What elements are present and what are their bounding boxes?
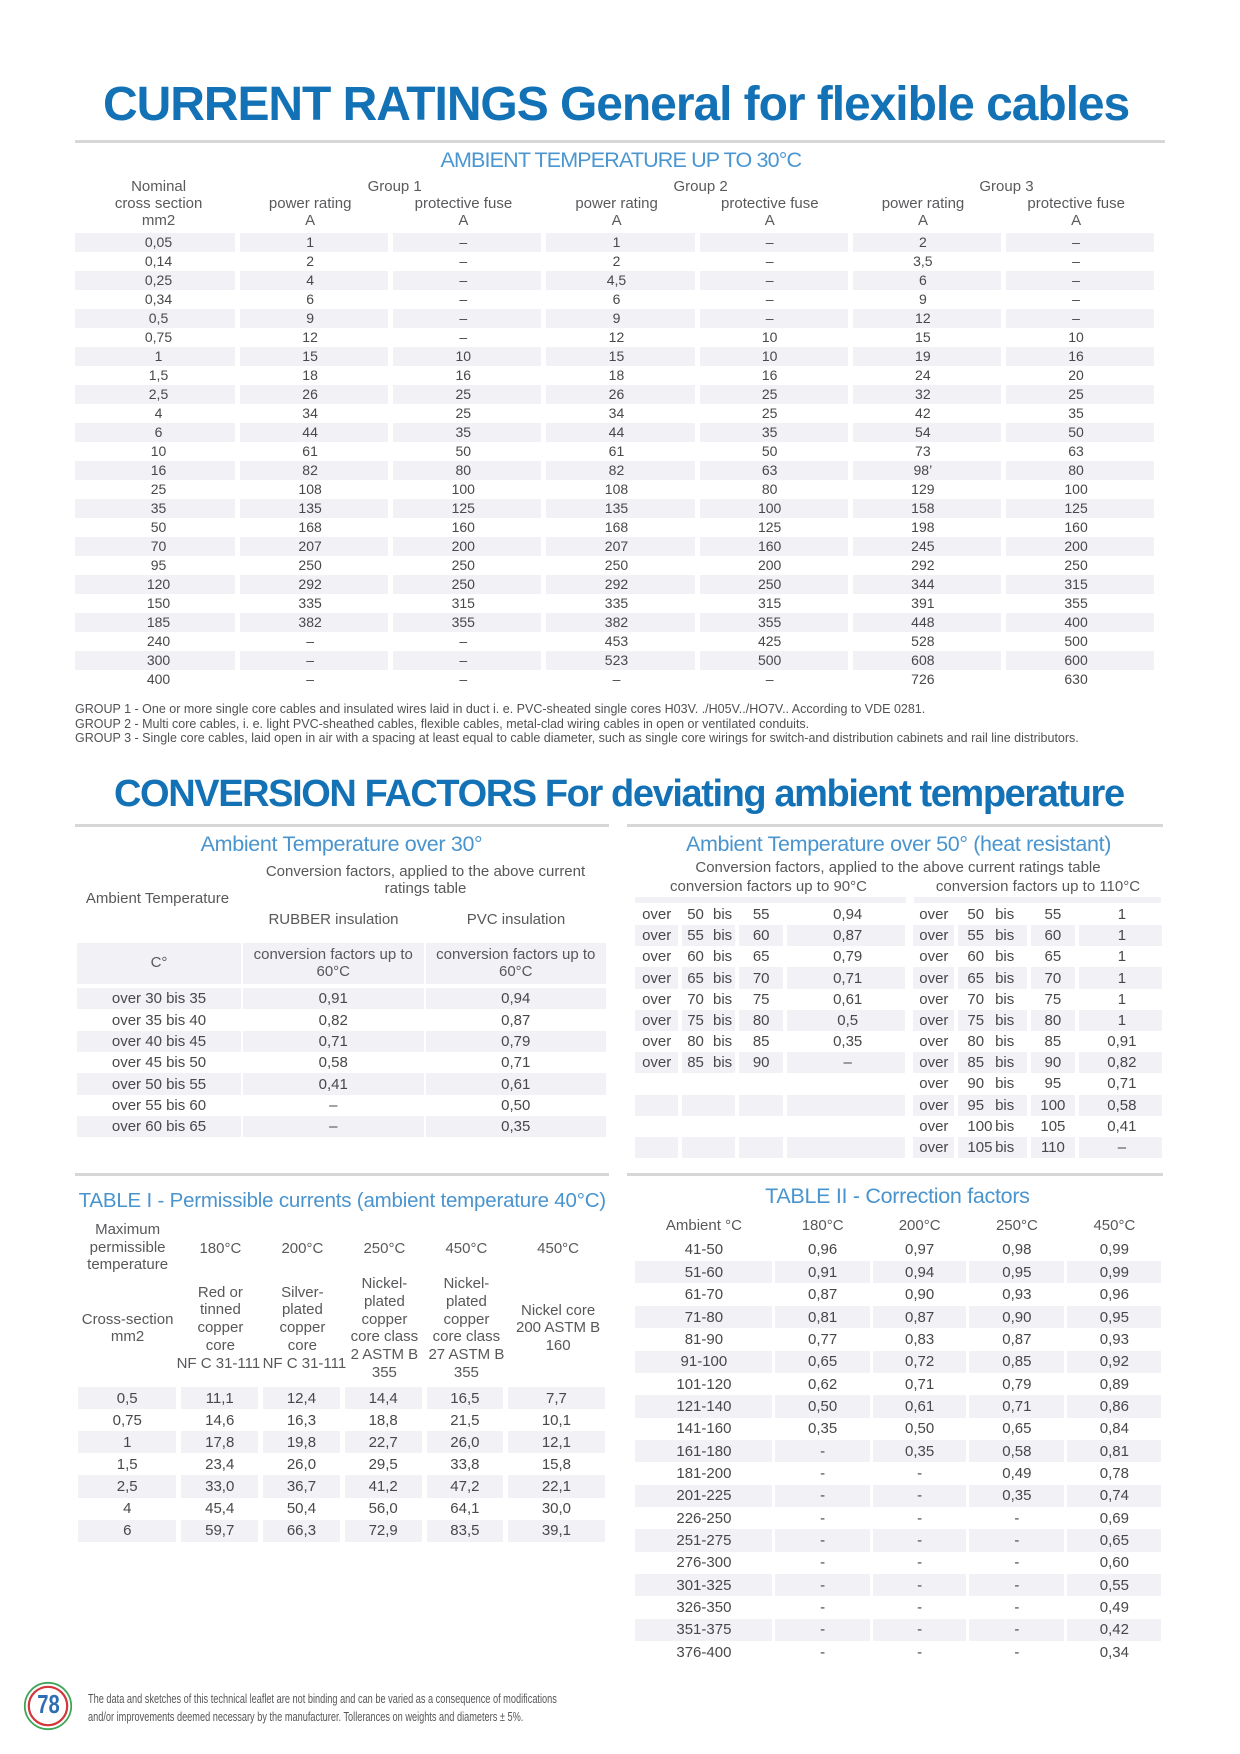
svg-text:78: 78 (37, 1691, 60, 1719)
